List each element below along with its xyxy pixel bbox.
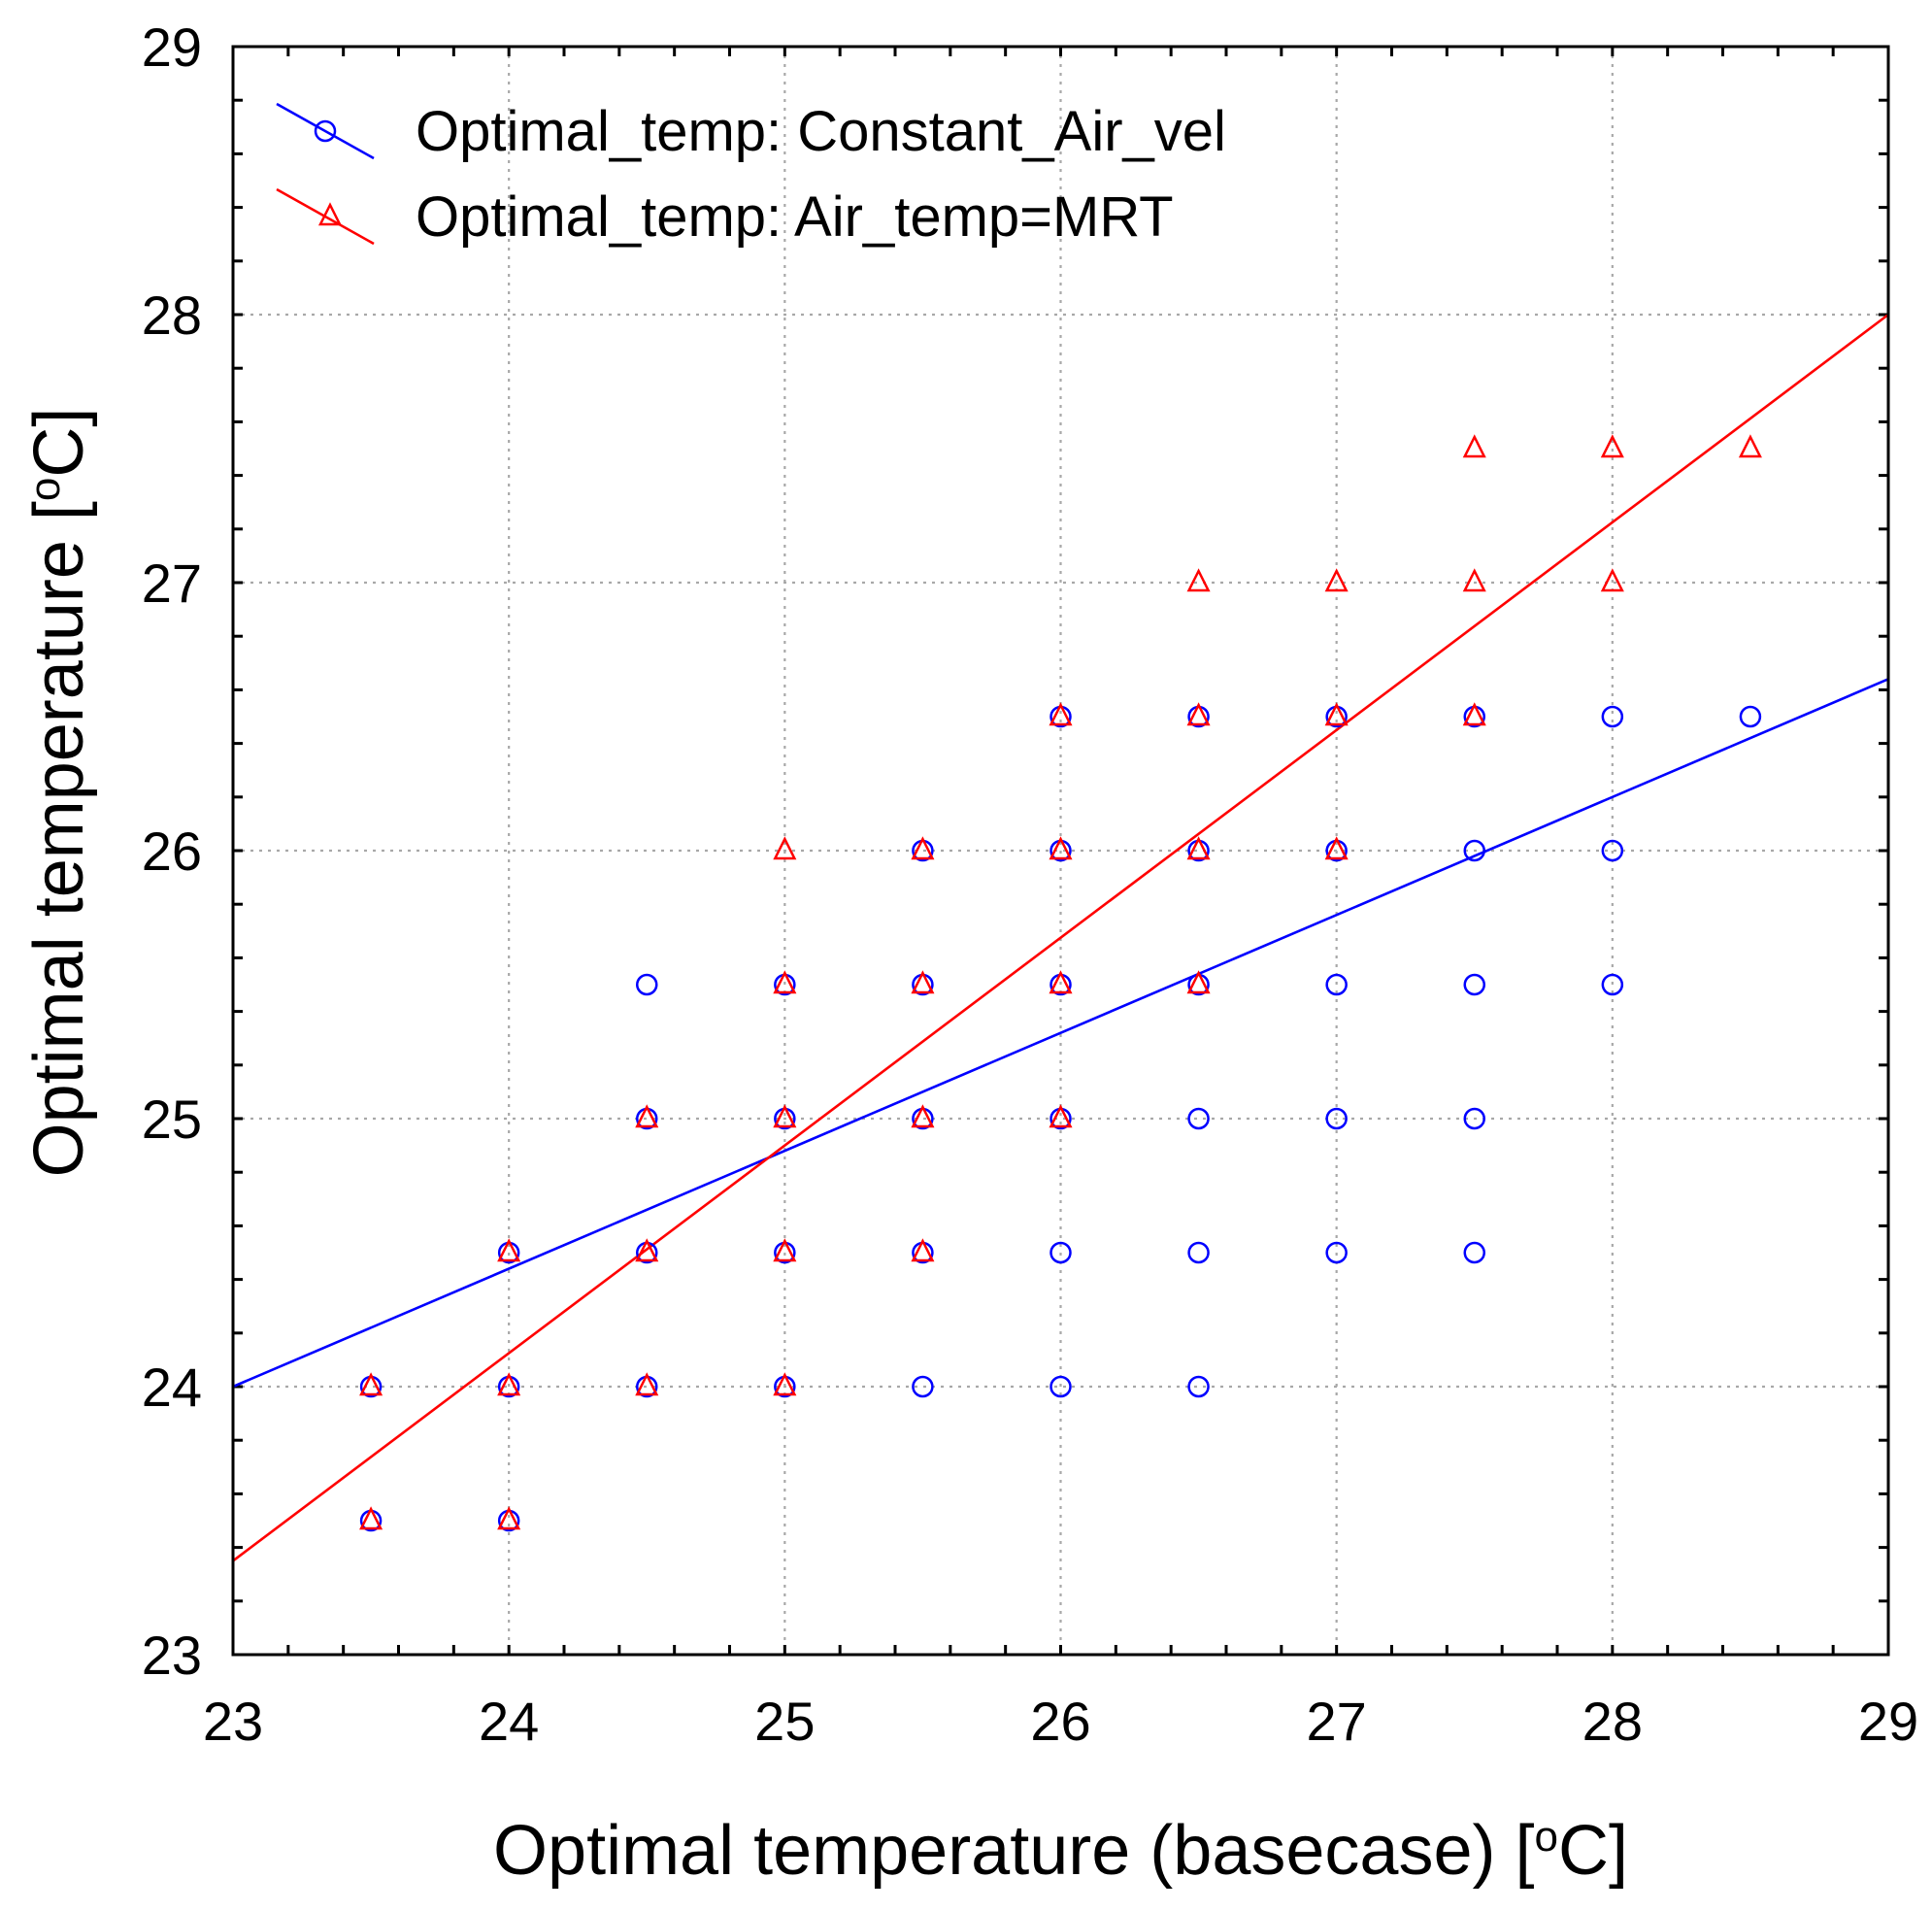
data-point-series-1: [911, 970, 935, 994]
data-point-series-1: [1462, 568, 1486, 592]
data-point-series-1: [1324, 702, 1349, 726]
data-point-series-1: [1049, 1104, 1073, 1128]
fit-lines: [232, 313, 1889, 1562]
y-axis-title: Optimal temperature [oC]: [20, 408, 98, 1178]
data-point-series-0: [1187, 1375, 1210, 1398]
data-point-series-0: [1325, 1107, 1348, 1130]
tick-labels: 23 24 25 26 27 28 29 23 24 25 26 27 28 29: [142, 17, 1918, 1752]
x-tick-label: 27: [1307, 1691, 1367, 1752]
legend-swatch-marker-constant-air-vel: [314, 119, 337, 143]
data-point-series-1: [1186, 970, 1211, 994]
legend-label-constant-air-vel: Optimal_temp: Constant_Air_vel: [416, 100, 1226, 163]
y-tick-label: 29: [142, 17, 202, 78]
data-point-series-1: [1738, 434, 1762, 458]
x-tick-label: 26: [1030, 1691, 1090, 1752]
data-point-series-0: [1601, 973, 1624, 996]
fit-line-series-0: [232, 678, 1889, 1389]
data-point-series-0: [1463, 973, 1485, 996]
data-point-series-0: [636, 973, 658, 996]
x-axis-title: Optimal temperature (basecase) [oC]: [493, 1812, 1628, 1890]
data-point-series-1: [359, 1506, 383, 1530]
data-point-series-1: [1049, 836, 1073, 860]
data-point-series-1: [1186, 702, 1211, 726]
data-point-series-0: [1463, 839, 1485, 862]
legend-marker-circle: [314, 119, 337, 143]
data-points: [359, 434, 1762, 1532]
data-point-series-1: [635, 1372, 659, 1396]
data-point-series-1: [1462, 702, 1486, 726]
data-point-series-1: [635, 1104, 659, 1128]
data-point-series-1: [773, 970, 797, 994]
x-tick-label: 25: [754, 1691, 815, 1752]
data-point-series-0: [1325, 973, 1348, 996]
data-point-series-1: [773, 1238, 797, 1262]
y-tick-label: 24: [142, 1357, 202, 1418]
data-point-series-1: [635, 1238, 659, 1262]
data-point-series-1: [773, 1104, 797, 1128]
data-point-series-1: [1049, 970, 1073, 994]
data-point-series-1: [1324, 568, 1349, 592]
data-point-series-0: [1187, 1241, 1210, 1264]
data-point-series-0: [1049, 1375, 1072, 1398]
data-point-series-0: [1739, 705, 1762, 728]
data-point-series-1: [497, 1506, 521, 1530]
data-point-series-0: [1601, 705, 1624, 728]
data-point-series-1: [1600, 434, 1624, 458]
data-point-series-1: [1186, 836, 1211, 860]
y-tick-label: 28: [142, 285, 202, 346]
data-point-series-1: [773, 1372, 797, 1396]
data-point-series-1: [497, 1372, 521, 1396]
data-point-series-1: [1186, 568, 1211, 592]
data-point-series-0: [1463, 1241, 1485, 1264]
fit-line-series-1: [232, 313, 1889, 1562]
y-tick-label: 27: [142, 553, 202, 614]
data-point-series-1: [1324, 836, 1349, 860]
x-tick-label: 24: [479, 1691, 539, 1752]
data-point-series-0: [1325, 1241, 1348, 1264]
data-point-series-0: [1463, 1107, 1485, 1130]
legend-swatch-marker-air-temp-mrt: [317, 202, 343, 226]
plot-frame: [231, 45, 1890, 1657]
data-point-series-1: [1049, 702, 1073, 726]
x-tick-label: 23: [203, 1691, 263, 1752]
data-point-series-1: [359, 1372, 383, 1396]
data-point-series-1: [1462, 434, 1486, 458]
data-point-series-0: [1187, 1107, 1210, 1130]
y-tick-label: 23: [142, 1625, 202, 1686]
data-point-series-1: [911, 1238, 935, 1262]
data-point-series-1: [773, 836, 797, 860]
legend: Optimal_temp: Constant_Air_vel Optimal_t…: [276, 100, 1226, 249]
data-point-series-1: [1600, 568, 1624, 592]
legend-label-air-temp-mrt: Optimal_temp: Air_temp=MRT: [416, 185, 1174, 249]
data-point-series-1: [911, 836, 935, 860]
y-tick-label: 26: [142, 821, 202, 882]
data-point-series-0: [1601, 839, 1624, 862]
legend-marker-triangle: [317, 202, 343, 226]
data-point-series-1: [497, 1238, 521, 1262]
legend-swatch-line-constant-air-vel: [276, 102, 375, 160]
data-point-series-0: [912, 1375, 934, 1398]
data-point-series-1: [911, 1104, 935, 1128]
x-tick-label: 29: [1858, 1691, 1918, 1752]
x-tick-label: 28: [1582, 1691, 1643, 1752]
y-tick-label: 25: [142, 1089, 202, 1150]
data-point-series-0: [1049, 1241, 1072, 1264]
minor-ticks: [233, 47, 1888, 1655]
grid: [233, 47, 1888, 1655]
